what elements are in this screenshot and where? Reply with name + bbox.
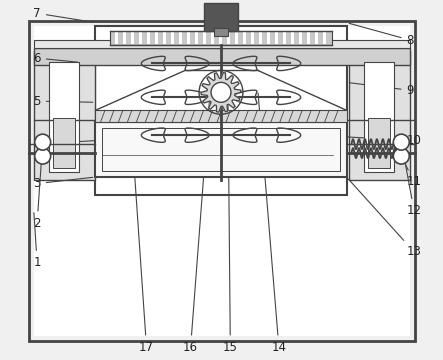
Text: 15: 15 (223, 95, 238, 354)
Bar (275, 32, 278, 44)
Bar (369, 118, 390, 168)
Text: 7: 7 (33, 7, 93, 22)
Text: 6: 6 (33, 51, 78, 64)
Bar (179, 32, 182, 44)
Polygon shape (201, 73, 241, 112)
Bar (243, 32, 246, 44)
Text: 12: 12 (402, 145, 422, 217)
Bar (29, 21, 415, 341)
Bar (49, 62, 78, 172)
Bar (102, 128, 339, 171)
Bar (299, 32, 302, 44)
Bar (171, 32, 174, 44)
Bar (283, 32, 286, 44)
Bar (315, 32, 318, 44)
Bar (155, 32, 158, 44)
Bar (195, 32, 198, 44)
Bar (349, 50, 410, 180)
Bar (139, 32, 142, 44)
Bar (34, 26, 410, 336)
Circle shape (35, 148, 51, 164)
Text: 5: 5 (34, 95, 93, 108)
Text: 17: 17 (131, 115, 154, 354)
Bar (187, 32, 190, 44)
Bar (251, 32, 254, 44)
Bar (307, 32, 310, 44)
Bar (365, 62, 394, 172)
Text: 13: 13 (348, 179, 421, 258)
Bar (34, 48, 410, 66)
Bar (147, 32, 150, 44)
Bar (203, 32, 206, 44)
Bar (96, 110, 346, 122)
Circle shape (393, 134, 409, 150)
Bar (131, 32, 134, 44)
Bar (124, 32, 126, 44)
Bar (53, 118, 74, 168)
Bar (211, 32, 214, 44)
Circle shape (211, 82, 231, 102)
Circle shape (35, 134, 51, 150)
Bar (259, 32, 262, 44)
Bar (96, 122, 346, 177)
Bar (291, 32, 294, 44)
Text: 10: 10 (335, 134, 421, 147)
Text: 11: 11 (403, 158, 422, 188)
Text: 3: 3 (34, 177, 93, 190)
Bar (267, 32, 270, 44)
Bar (34, 50, 96, 180)
Text: 1: 1 (33, 213, 41, 269)
Bar (227, 32, 230, 44)
Bar (116, 32, 118, 44)
Text: 8: 8 (349, 23, 414, 47)
Bar (34, 40, 410, 48)
Bar (235, 32, 238, 44)
Bar (163, 32, 166, 44)
Circle shape (393, 148, 409, 164)
Bar (323, 32, 326, 44)
Text: 2: 2 (33, 145, 43, 230)
Text: 9: 9 (349, 83, 414, 97)
Bar (214, 28, 228, 36)
Text: 14: 14 (258, 93, 286, 354)
Bar (219, 32, 222, 44)
Bar (110, 31, 331, 45)
Text: 4: 4 (33, 138, 100, 150)
Bar (204, 3, 238, 31)
Bar (96, 26, 346, 195)
Text: 16: 16 (183, 95, 210, 354)
